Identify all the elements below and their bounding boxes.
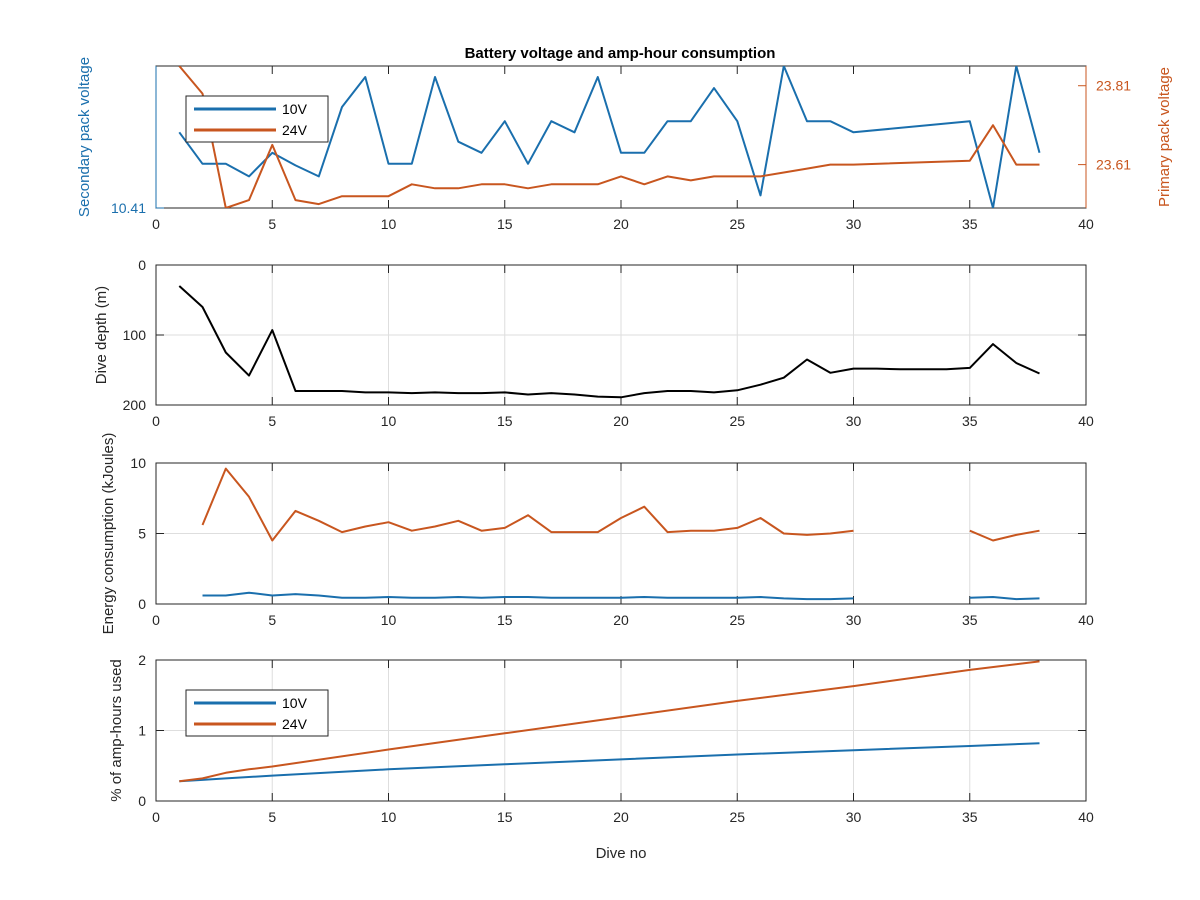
- x-tick-label: 25: [729, 809, 745, 825]
- panel-dive-depth: 0 100 200 0 5 10 15 20 25 30 35 40 Dive depth (m): [93, 257, 1094, 429]
- series-line-10V: [178, 66, 1041, 208]
- x-tick-label: 0: [152, 413, 160, 429]
- legend-label: 24V: [282, 122, 308, 138]
- legend-label: 10V: [282, 695, 308, 711]
- y-right-axis-label: Primary pack voltage: [1156, 67, 1173, 207]
- x-tick-label: 30: [846, 216, 862, 232]
- x-tick-label: 15: [497, 612, 513, 628]
- figure-title: Battery voltage and amp-hour consumption: [465, 45, 776, 62]
- x-tick-label: 25: [729, 612, 745, 628]
- x-tick-label: 10: [381, 809, 397, 825]
- series-line-24V: [179, 660, 1040, 783]
- panel-battery-voltage: 0 5 10 15 20 25 30 35 40 10.41 23.61 23.81 Secondary…: [76, 57, 1173, 232]
- x-tick-label: 5: [268, 413, 276, 429]
- x-tick-label: 10: [381, 413, 397, 429]
- legend-box: [185, 689, 329, 737]
- x-tick-label: 15: [497, 413, 513, 429]
- y-left-axis-label: Secondary pack voltage: [76, 57, 93, 217]
- x-axis-label: Dive no: [596, 845, 647, 862]
- legend-label: 10V: [282, 101, 308, 117]
- x-tick-label: 10: [381, 612, 397, 628]
- y-tick-label: 200: [123, 397, 147, 413]
- x-tick-label: 15: [497, 809, 513, 825]
- x-tick-label: 40: [1078, 612, 1094, 628]
- y-tick-label: 10: [130, 455, 146, 471]
- y-tick-label: 5: [138, 526, 146, 542]
- x-tick-label: 35: [962, 809, 978, 825]
- x-tick-label: 20: [613, 216, 629, 232]
- x-tick-label: 0: [152, 216, 160, 232]
- y-tick-label: 0: [138, 596, 146, 612]
- series-group: [178, 66, 1041, 208]
- legend-box: [185, 95, 329, 143]
- x-tick-label: 0: [152, 809, 160, 825]
- legend-label: 24V: [282, 716, 308, 732]
- y-tick-label: 0: [138, 793, 146, 809]
- x-tick-label: 25: [729, 413, 745, 429]
- y-right-tick-label: 23.81: [1096, 78, 1131, 94]
- series-line-10V: [969, 596, 1040, 601]
- series-line-24V: [201, 467, 854, 542]
- series-line-10V: [202, 591, 854, 601]
- y-axis-label: % of amp-hours used: [108, 659, 125, 802]
- x-tick-label: 40: [1078, 809, 1094, 825]
- y-left-tick-label: 10.41: [111, 200, 146, 216]
- x-tick-label: 40: [1078, 216, 1094, 232]
- series-line-10V: [179, 742, 1040, 783]
- y-right-tick-label: 23.61: [1096, 157, 1131, 173]
- x-tick-label: 20: [613, 413, 629, 429]
- x-tick-label: 30: [846, 413, 862, 429]
- x-tick-label: 35: [962, 612, 978, 628]
- series-line-depth: [178, 285, 1040, 399]
- x-tick-label: 15: [497, 216, 513, 232]
- panel-energy-consumption: 0 5 10 0 5 10 15 20 25 30 35 40 Energy consumption (…: [100, 433, 1094, 635]
- y-tick-label: 0: [138, 257, 146, 273]
- x-tick-label: 30: [846, 612, 862, 628]
- y-tick-label: 100: [123, 327, 147, 343]
- x-tick-label: 0: [152, 612, 160, 628]
- x-tick-label: 35: [962, 413, 978, 429]
- series-line-24V: [969, 529, 1040, 542]
- axes-box: [155, 462, 1087, 605]
- x-tick-label: 35: [962, 216, 978, 232]
- y-axis-label: Energy consumption (kJoules): [100, 433, 117, 635]
- series-line-24V: [178, 66, 1040, 208]
- axes-box: [155, 264, 1087, 406]
- x-tick-label: 20: [613, 612, 629, 628]
- x-tick-label: 25: [729, 216, 745, 232]
- x-tick-label: 5: [268, 612, 276, 628]
- x-tick-label: 20: [613, 809, 629, 825]
- x-tick-label: 40: [1078, 413, 1094, 429]
- x-tick-label: 10: [381, 216, 397, 232]
- y-axis-label: Dive depth (m): [93, 286, 110, 384]
- x-tick-label: 5: [268, 809, 276, 825]
- axes-box: [155, 659, 1087, 802]
- x-tick-label: 5: [268, 216, 276, 232]
- y-tick-label: 2: [138, 652, 146, 668]
- x-tick-label: 30: [846, 809, 862, 825]
- y-tick-label: 1: [138, 723, 146, 739]
